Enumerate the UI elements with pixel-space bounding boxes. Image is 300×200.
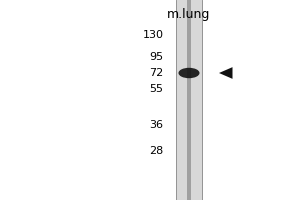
Text: 72: 72 xyxy=(149,68,164,78)
Text: 55: 55 xyxy=(149,84,164,94)
Text: 95: 95 xyxy=(149,52,164,62)
Polygon shape xyxy=(219,67,232,79)
Text: m.lung: m.lung xyxy=(167,8,211,21)
Text: 28: 28 xyxy=(149,146,164,156)
Text: 130: 130 xyxy=(142,30,164,40)
Ellipse shape xyxy=(178,68,200,78)
Bar xyxy=(187,0,191,200)
Bar xyxy=(176,0,203,200)
Text: 36: 36 xyxy=(149,120,164,130)
